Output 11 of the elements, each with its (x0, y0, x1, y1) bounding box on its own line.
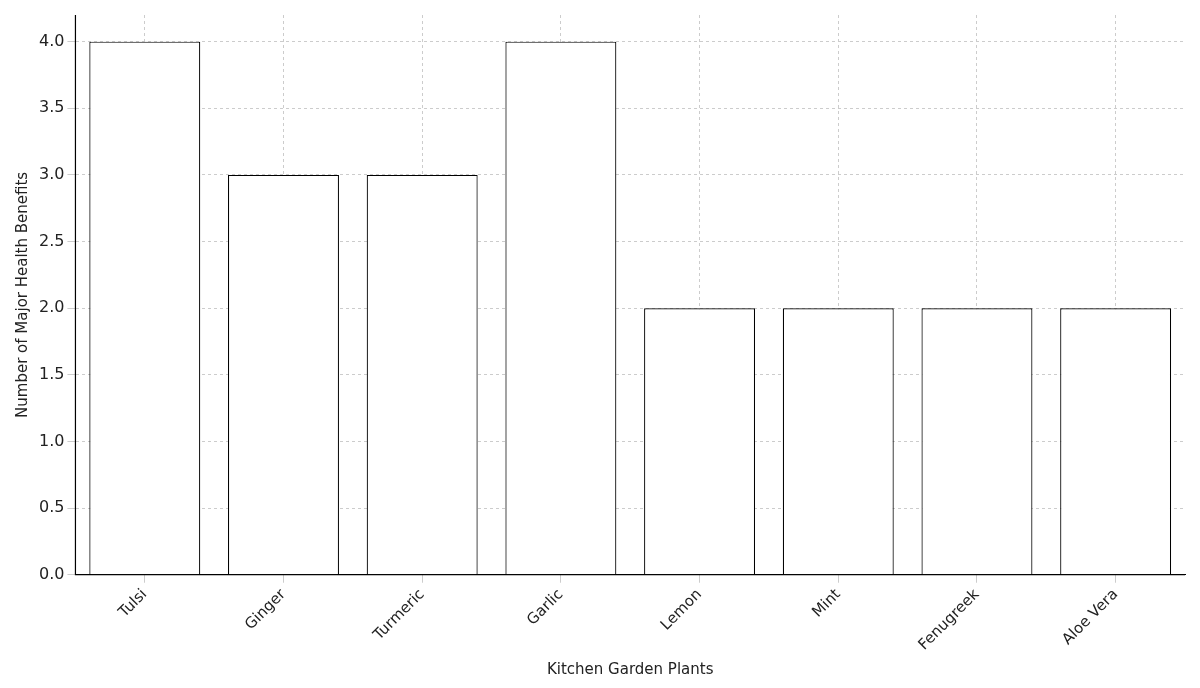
y-tick-label: 0.5 (38, 497, 65, 517)
y-tick-label: 0.0 (38, 563, 65, 583)
y-tick-label: 1.0 (38, 430, 65, 450)
y-tick-label: 2.0 (38, 297, 65, 317)
y-tick-label: 1.5 (38, 363, 65, 383)
y-tick-label: 3.0 (38, 164, 65, 184)
x-axis-title: Kitchen Garden Plants (546, 659, 714, 678)
y-tick-label: 3.5 (38, 97, 65, 117)
y-axis-title: Number of Major Health Benefits (12, 171, 31, 418)
y-tick-label: 4.0 (38, 30, 65, 50)
y-tick-label: 2.5 (38, 230, 65, 250)
